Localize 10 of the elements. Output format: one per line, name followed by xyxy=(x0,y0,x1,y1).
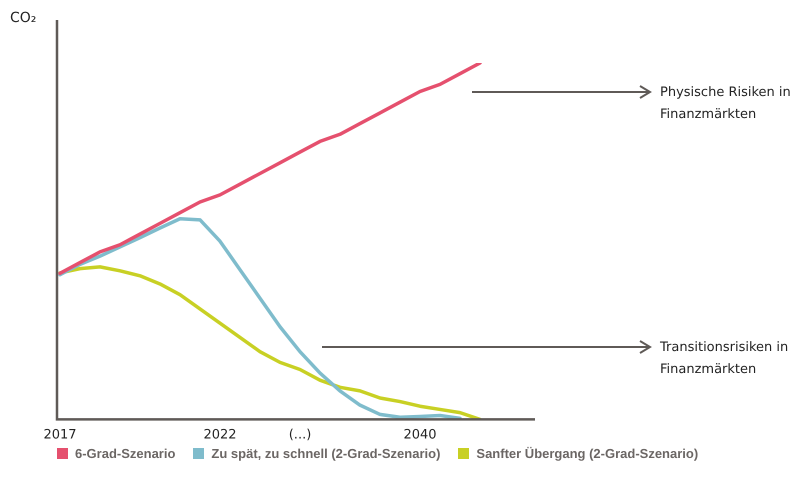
legend-label: 6-Grad-Szenario xyxy=(74,446,176,461)
x-tick-label: (...) xyxy=(288,428,312,443)
y-axis-title: CO₂ xyxy=(10,10,36,26)
x-tick-label: 2017 xyxy=(43,428,77,443)
text: Transitionsrisiken in Finanzmärkten xyxy=(660,339,790,379)
legend-label: Sanfter Übergang (2-Grad-Szenario) xyxy=(475,446,698,461)
text: Physische Risiken in Finanzmärkten xyxy=(660,84,792,124)
x-tick-label: 2022 xyxy=(203,428,237,443)
legend-label: Zu spät, zu schnell (2-Grad-Szenario) xyxy=(210,446,440,461)
x-tick-label: 2040 xyxy=(403,428,437,443)
